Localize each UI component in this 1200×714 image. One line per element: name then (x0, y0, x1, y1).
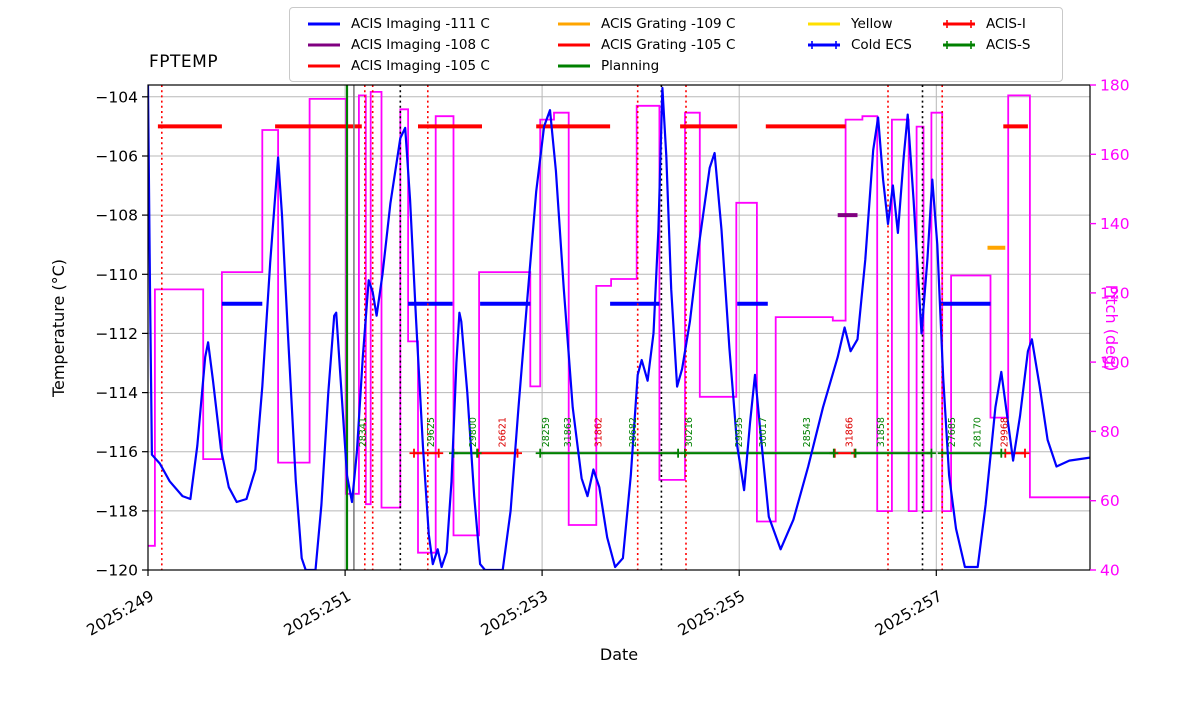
obsid-labels: 28341 29625 29800 26621 28259 31863 31862 28682… (358, 417, 1011, 447)
obsid-label: 31858 (876, 417, 887, 447)
y2-tick-label: 100 (1100, 354, 1130, 372)
y-tick-label: −112 (95, 325, 138, 343)
legend-label: Cold ECS (851, 36, 912, 53)
y-tick-label: −118 (95, 502, 138, 520)
legend-item: ACIS Grating -105 C (556, 34, 806, 55)
legend-label: Yellow (851, 15, 893, 32)
legend-item: ACIS Imaging -108 C (306, 34, 556, 55)
obsid-label: 28682 (628, 417, 639, 447)
legend-label: Planning (601, 57, 660, 74)
y-tick-label: −108 (95, 207, 138, 225)
obsid-label: 29625 (426, 417, 437, 447)
y-tick-label: −104 (95, 88, 138, 106)
x-tick-label: 2025:255 (675, 587, 748, 640)
legend-label: ACIS Imaging -105 C (351, 57, 490, 74)
legend-item: Cold ECS (806, 34, 941, 55)
legend-column: Yellow Cold ECS (806, 13, 941, 55)
x-tick-label: 2025:257 (872, 587, 945, 640)
y2-tick-label: 80 (1100, 423, 1120, 441)
obsid-label: 29800 (468, 417, 479, 447)
obsid-label: 30017 (758, 417, 769, 447)
x-tick-label: 2025:249 (84, 587, 157, 640)
obsid-label: 28543 (802, 417, 813, 447)
legend-item: ACIS-I (941, 13, 1046, 34)
legend-swatch-icon (808, 40, 840, 49)
x-tick-label: 2025:251 (281, 587, 354, 640)
chart-title: FPTEMP (149, 52, 219, 72)
y2-tick-label: 60 (1100, 492, 1120, 510)
obsid-label: 30216 (684, 417, 695, 447)
legend-label: ACIS Imaging -111 C (351, 15, 490, 32)
y2label: Pitch (deg) (1102, 285, 1121, 372)
fptemp-series (148, 85, 1090, 570)
legend-label: ACIS Imaging -108 C (351, 36, 490, 53)
legend-swatch-icon (558, 43, 590, 46)
pitch-series (148, 91, 1090, 554)
y-tick-label: −116 (95, 443, 138, 461)
xlabel: Date (600, 645, 638, 664)
ylabel: Temperature (°C) (49, 259, 68, 398)
legend-column: ACIS-I ACIS-S (941, 13, 1046, 55)
y2-tick-label: 40 (1100, 562, 1120, 580)
y2-tick-label: 140 (1100, 215, 1130, 233)
plot-frame (147, 84, 1091, 571)
legend-item: ACIS Imaging -111 C (306, 13, 556, 34)
y2-tick-label: 180 (1100, 77, 1130, 95)
obsid-label: 28259 (541, 417, 552, 447)
obsid-label: 29935 (734, 417, 745, 447)
obsid-label: 27685 (947, 417, 958, 447)
legend-swatch-icon (943, 19, 975, 28)
obsid-label: 28341 (358, 417, 369, 447)
legend-item: ACIS-S (941, 34, 1046, 55)
x-tick-label: 2025:253 (478, 587, 551, 640)
axis-ticks: −104 −106 −108 −110 −112 −114 −116 −118 −120 40 60… (84, 77, 1130, 640)
legend-item: ACIS Imaging -105 C (306, 55, 556, 76)
axis-labels: Temperature (°C) Date Pitch (deg) (49, 259, 1121, 664)
legend-item: Planning (556, 55, 806, 76)
legend-column: ACIS Imaging -111 C ACIS Imaging -108 C AC… (306, 13, 556, 76)
legend-item: Yellow (806, 13, 941, 34)
legend-swatch-icon (558, 22, 590, 25)
legend-swatch-icon (808, 22, 840, 25)
y-tick-label: −110 (95, 266, 138, 284)
obsid-label: 31866 (845, 417, 856, 447)
y2-tick-label: 120 (1100, 284, 1130, 302)
legend-label: ACIS-I (986, 15, 1026, 32)
legend-label: ACIS Grating -109 C (601, 15, 736, 32)
legend-label: ACIS-S (986, 36, 1031, 53)
legend: ACIS Imaging -111 C ACIS Imaging -108 C AC… (289, 7, 1063, 82)
legend-item: ACIS Grating -109 C (556, 13, 806, 34)
legend-label: ACIS Grating -105 C (601, 36, 736, 53)
grid (147, 85, 1090, 571)
obsid-label: 31863 (563, 417, 574, 447)
y-tick-label: −120 (95, 562, 138, 580)
y2-tick-label: 160 (1100, 146, 1130, 164)
legend-swatch-icon (558, 64, 590, 67)
y-tick-label: −106 (95, 148, 138, 166)
observation-segments (157, 124, 1030, 458)
obsid-label: 29968 (999, 417, 1010, 447)
y-tick-label: −114 (95, 384, 138, 402)
legend-swatch-icon (943, 40, 975, 49)
legend-swatch-icon (308, 22, 340, 25)
obsid-label: 31862 (593, 417, 604, 447)
legend-swatch-icon (308, 43, 340, 46)
legend-swatch-icon (308, 64, 340, 67)
obsid-label: 26621 (498, 417, 509, 447)
obsid-label: 28170 (973, 417, 984, 447)
legend-column: ACIS Grating -109 C ACIS Grating -105 C Pl… (556, 13, 806, 76)
